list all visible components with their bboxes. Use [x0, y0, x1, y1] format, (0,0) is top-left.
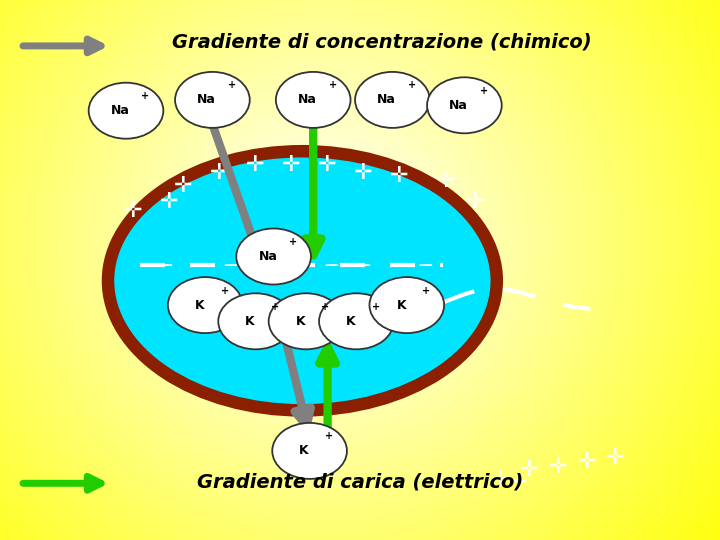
- Circle shape: [89, 83, 163, 139]
- Text: ✛: ✛: [210, 163, 229, 183]
- Text: ✛: ✛: [174, 176, 193, 197]
- Circle shape: [168, 277, 243, 333]
- Text: ✛: ✛: [549, 457, 567, 477]
- Text: ✛: ✛: [520, 460, 539, 480]
- Text: ✛: ✛: [246, 154, 265, 175]
- Text: ✛: ✛: [491, 469, 510, 490]
- Text: ✛: ✛: [466, 192, 485, 213]
- Text: K: K: [300, 444, 309, 457]
- Text: +: +: [271, 302, 279, 312]
- Text: —: —: [292, 258, 306, 272]
- Text: ✛: ✛: [509, 473, 528, 494]
- Text: +: +: [289, 237, 297, 247]
- Text: Na: Na: [449, 99, 468, 112]
- Text: ✛: ✛: [318, 154, 337, 175]
- Text: —: —: [392, 258, 407, 272]
- Text: ✛: ✛: [437, 171, 456, 191]
- Text: —: —: [158, 258, 173, 272]
- Text: Na: Na: [298, 93, 317, 106]
- Text: +: +: [228, 80, 236, 90]
- Text: Gradiente di concentrazione (chimico): Gradiente di concentrazione (chimico): [172, 32, 591, 52]
- Text: K: K: [296, 315, 305, 328]
- Text: K: K: [346, 315, 356, 328]
- Text: K: K: [195, 299, 204, 312]
- Text: ✛: ✛: [606, 448, 625, 468]
- Circle shape: [272, 423, 347, 479]
- Text: +: +: [422, 286, 431, 295]
- Text: +: +: [408, 80, 416, 90]
- Text: +: +: [328, 80, 337, 90]
- Text: +: +: [321, 302, 330, 312]
- Circle shape: [269, 293, 343, 349]
- Circle shape: [369, 277, 444, 333]
- Circle shape: [355, 72, 430, 128]
- Circle shape: [236, 228, 311, 285]
- Text: ✛: ✛: [577, 451, 596, 472]
- Text: Na: Na: [258, 250, 277, 263]
- Text: —: —: [191, 258, 205, 272]
- Text: —: —: [256, 258, 270, 272]
- Text: K: K: [246, 315, 255, 328]
- Circle shape: [175, 72, 250, 128]
- Circle shape: [319, 293, 394, 349]
- Text: ✛: ✛: [160, 192, 179, 213]
- Text: +: +: [141, 91, 150, 101]
- Text: ✛: ✛: [124, 200, 143, 221]
- Circle shape: [276, 72, 351, 128]
- Text: —: —: [324, 258, 338, 272]
- Text: Na: Na: [197, 93, 216, 106]
- Text: —: —: [418, 258, 432, 272]
- Text: —: —: [223, 258, 238, 272]
- Text: Na: Na: [111, 104, 130, 117]
- Circle shape: [427, 77, 502, 133]
- Text: Na: Na: [377, 93, 396, 106]
- Circle shape: [218, 293, 293, 349]
- Text: ✛: ✛: [354, 163, 373, 183]
- Ellipse shape: [108, 151, 497, 410]
- Text: ✛: ✛: [282, 154, 301, 175]
- Text: Gradiente di carica (elettrico): Gradiente di carica (elettrico): [197, 472, 523, 492]
- Text: +: +: [325, 431, 333, 441]
- Text: —: —: [356, 258, 371, 272]
- Text: +: +: [372, 302, 380, 312]
- Text: +: +: [220, 286, 229, 295]
- Text: +: +: [480, 86, 488, 96]
- Text: K: K: [397, 299, 406, 312]
- Text: ✛: ✛: [390, 165, 409, 186]
